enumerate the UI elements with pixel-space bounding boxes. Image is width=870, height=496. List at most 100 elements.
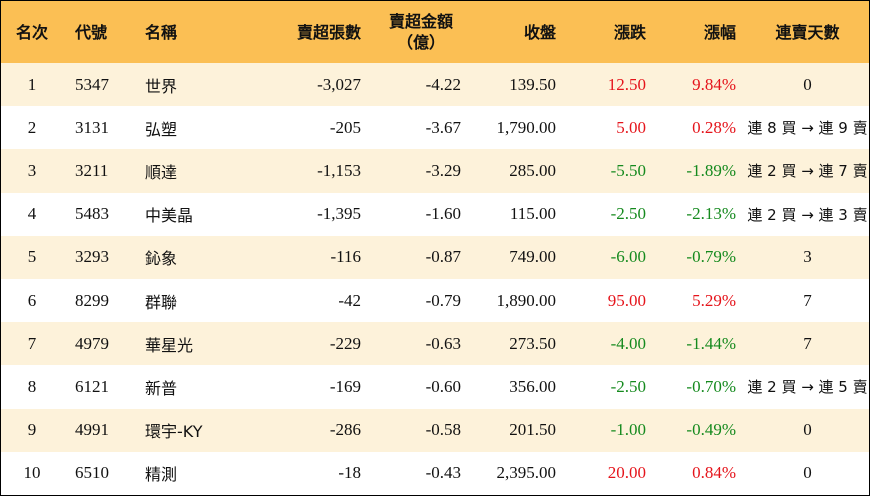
cell-net-sell-lots: -18	[338, 463, 361, 483]
cell-net-sell-lots: -3,027	[317, 74, 361, 94]
cell-change: -1.00	[610, 420, 646, 440]
cell-name: 群聯	[145, 292, 178, 312]
cell-rank: 6	[27, 290, 37, 310]
cell-net-sell-lots: -229	[329, 333, 361, 353]
cell-close: 201.50	[509, 420, 556, 440]
cell-net-sell-amount: -3.29	[425, 160, 461, 180]
cell-change: -6.00	[610, 247, 646, 267]
cell-code: 3211	[75, 160, 109, 180]
cell-rank: 10	[23, 463, 41, 483]
header-change: 漲跌	[613, 22, 646, 42]
header-name: 名稱	[145, 22, 178, 42]
cell-name: 中美晶	[145, 206, 194, 226]
cell-name: 環宇-KY	[145, 422, 203, 442]
cell-streak: 0	[803, 463, 812, 483]
cell-net-sell-lots: -205	[329, 117, 361, 137]
header-streak: 連賣天數	[775, 22, 840, 42]
cell-name: 順達	[145, 162, 178, 182]
table-row: 2 3131 弘塑 -205 -3.67 1,790.00 5.00 0.28% 連 8 買 →…	[1, 106, 869, 150]
cell-net-sell-amount: -0.43	[425, 463, 461, 483]
cell-code: 4979	[75, 333, 109, 353]
cell-close: 1,790.00	[496, 117, 557, 137]
cell-change: 5.00	[616, 117, 646, 137]
cell-streak: 7	[803, 290, 812, 310]
cell-name: 精測	[145, 465, 178, 485]
cell-name: 弘塑	[145, 119, 178, 139]
cell-net-sell-amount: -0.87	[425, 247, 461, 267]
cell-close: 1,890.00	[496, 290, 557, 310]
header-net-sell-amount: 賣超金額 （億）	[371, 1, 471, 63]
cell-change: 12.50	[607, 74, 646, 94]
table-row: 4 5483 中美晶 -1,395 -1.60 115.00 -2.50 -2.13% 連 2 …	[1, 192, 869, 236]
cell-code: 3131	[75, 117, 109, 137]
cell-streak: 連 2 買 → 連 3 賣	[747, 205, 868, 224]
header-rank: 名次	[15, 22, 48, 42]
cell-name: 新普	[145, 378, 178, 398]
cell-change-pct: -0.79%	[686, 247, 736, 267]
cell-streak: 連 8 買 → 連 9 賣	[747, 119, 868, 138]
cell-rank: 7	[27, 333, 37, 353]
cell-net-sell-amount: -0.63	[425, 333, 461, 353]
cell-code: 8299	[75, 290, 109, 310]
cell-change-pct: 9.84%	[692, 74, 736, 94]
table-row: 3 3211 順達 -1,153 -3.29 285.00 -5.50 -1.89% 連 2 買…	[1, 149, 869, 193]
cell-streak: 7	[803, 333, 812, 353]
cell-net-sell-lots: -1,153	[317, 160, 361, 180]
cell-change-pct: 0.84%	[692, 463, 736, 483]
cell-close: 115.00	[509, 204, 556, 224]
table-row: 7 4979 華星光 -229 -0.63 273.50 -4.00 -1.44% 7	[1, 322, 869, 366]
cell-code: 5347	[75, 74, 109, 94]
header-code: 代號	[75, 22, 108, 42]
cell-net-sell-lots: -42	[338, 290, 361, 310]
cell-rank: 5	[27, 247, 37, 267]
cell-name: 華星光	[145, 335, 194, 355]
cell-net-sell-lots: -169	[329, 376, 361, 396]
cell-change: 20.00	[607, 463, 646, 483]
cell-streak: 0	[803, 420, 812, 440]
cell-change-pct: 5.29%	[692, 290, 736, 310]
cell-change-pct: -0.49%	[686, 420, 736, 440]
cell-code: 4991	[75, 420, 109, 440]
table-row: 1 5347 世界 -3,027 -4.22 139.50 12.50 9.84% 0	[1, 63, 869, 107]
cell-close: 749.00	[509, 247, 556, 267]
cell-name: 世界	[145, 76, 178, 96]
cell-change: -2.50	[610, 376, 646, 396]
cell-change-pct: -1.44%	[686, 333, 736, 353]
cell-change-pct: -0.70%	[686, 376, 736, 396]
cell-net-sell-amount: -3.67	[425, 117, 461, 137]
table-row: 9 4991 環宇-KY -286 -0.58 201.50 -1.00 -0.49% 0	[1, 408, 869, 452]
cell-close: 273.50	[509, 333, 556, 353]
table-row: 6 8299 群聯 -42 -0.79 1,890.00 95.00 5.29% 7	[1, 278, 869, 323]
cell-close: 2,395.00	[496, 463, 557, 483]
cell-rank: 8	[27, 376, 37, 396]
cell-change-pct: 0.28%	[692, 117, 736, 137]
cell-change-pct: -1.89%	[686, 160, 736, 180]
cell-net-sell-amount: -0.60	[425, 376, 461, 396]
cell-change: -5.50	[610, 160, 646, 180]
cell-rank: 4	[27, 204, 37, 224]
header-net-sell-lots: 賣超張數	[296, 22, 361, 42]
header-net-sell-amount-unit: （億）	[396, 33, 445, 52]
cell-net-sell-amount: -4.22	[425, 74, 461, 94]
cell-change: 95.00	[607, 290, 646, 310]
cell-net-sell-amount: -0.79	[425, 290, 461, 310]
cell-code: 6510	[75, 463, 109, 483]
cell-code: 3293	[75, 247, 109, 267]
cell-streak: 3	[803, 247, 812, 267]
cell-net-sell-lots: -116	[330, 247, 361, 267]
header-net-sell-amount-label: 賣超金額	[388, 12, 453, 31]
cell-change-pct: -2.13%	[686, 204, 736, 224]
cell-streak: 連 2 買 → 連 5 賣	[747, 378, 868, 397]
cell-code: 5483	[75, 204, 109, 224]
cell-streak: 連 2 買 → 連 7 賣	[747, 162, 868, 181]
cell-net-sell-lots: -1,395	[317, 204, 361, 224]
cell-change: -4.00	[610, 333, 646, 353]
cell-streak: 0	[803, 74, 812, 94]
cell-close: 285.00	[509, 160, 556, 180]
header-close: 收盤	[523, 22, 556, 42]
cell-net-sell-lots: -286	[329, 420, 361, 440]
cell-code: 6121	[75, 376, 109, 396]
cell-rank: 2	[27, 117, 37, 137]
